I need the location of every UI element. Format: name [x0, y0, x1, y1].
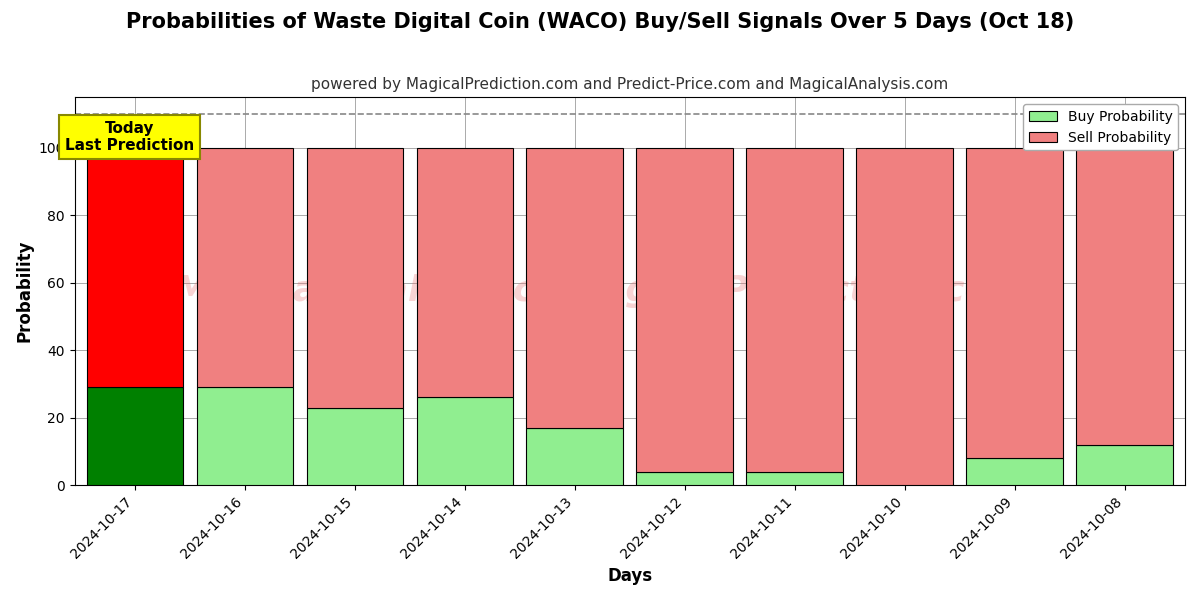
Bar [197, 148, 294, 388]
Bar [746, 148, 844, 472]
Text: Probabilities of Waste Digital Coin (WACO) Buy/Sell Signals Over 5 Days (Oct 18): Probabilities of Waste Digital Coin (WAC… [126, 12, 1074, 32]
X-axis label: Days: Days [607, 567, 653, 585]
Text: MagicalPrediction.com: MagicalPrediction.com [565, 274, 1027, 308]
Bar [966, 458, 1063, 485]
Bar [1076, 148, 1172, 445]
Bar [86, 148, 184, 388]
Text: Today
Last Prediction: Today Last Prediction [65, 121, 194, 154]
Text: MagicalAnalysis.com: MagicalAnalysis.com [174, 274, 598, 308]
Bar [416, 397, 514, 485]
Bar [416, 148, 514, 397]
Bar [746, 472, 844, 485]
Bar [307, 148, 403, 407]
Bar [966, 148, 1063, 458]
Bar [197, 388, 294, 485]
Bar [636, 472, 733, 485]
Bar [86, 388, 184, 485]
Bar [307, 407, 403, 485]
Title: powered by MagicalPrediction.com and Predict-Price.com and MagicalAnalysis.com: powered by MagicalPrediction.com and Pre… [311, 77, 948, 92]
Bar [857, 148, 953, 485]
Y-axis label: Probability: Probability [16, 240, 34, 343]
Bar [636, 148, 733, 472]
Bar [1076, 445, 1172, 485]
Bar [527, 428, 623, 485]
Bar [527, 148, 623, 428]
Legend: Buy Probability, Sell Probability: Buy Probability, Sell Probability [1024, 104, 1178, 151]
